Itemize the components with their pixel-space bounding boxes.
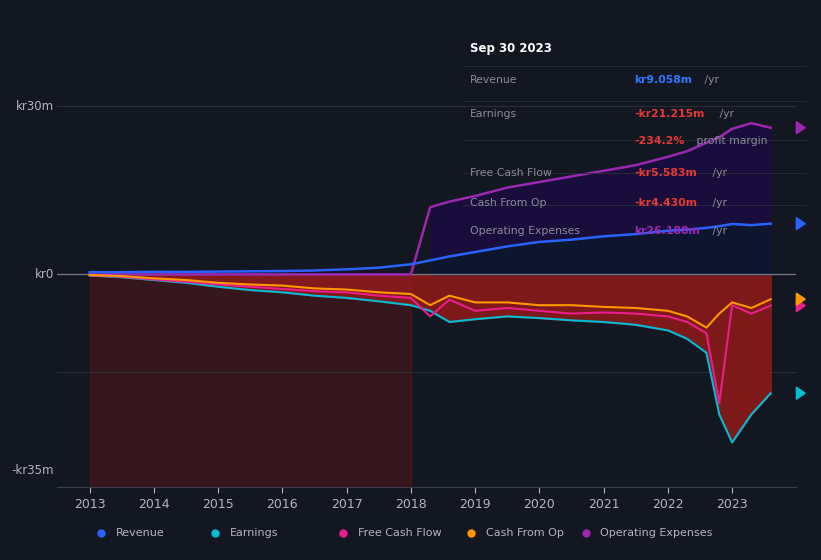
Text: kr26.188m: kr26.188m xyxy=(635,226,700,236)
Text: /yr: /yr xyxy=(709,226,727,236)
Text: Free Cash Flow: Free Cash Flow xyxy=(470,169,552,179)
Text: /yr: /yr xyxy=(709,169,727,179)
Text: Operating Expenses: Operating Expenses xyxy=(600,529,713,538)
Text: Operating Expenses: Operating Expenses xyxy=(470,226,580,236)
Text: Cash From Op: Cash From Op xyxy=(470,198,547,208)
Polygon shape xyxy=(796,218,805,230)
Text: kr30m: kr30m xyxy=(16,100,54,113)
Text: -kr5.583m: -kr5.583m xyxy=(635,169,697,179)
Text: /yr: /yr xyxy=(700,75,718,85)
Text: Sep 30 2023: Sep 30 2023 xyxy=(470,42,552,55)
Polygon shape xyxy=(796,300,805,312)
Text: kr9.058m: kr9.058m xyxy=(635,75,692,85)
Text: Revenue: Revenue xyxy=(116,529,164,538)
Text: kr0: kr0 xyxy=(34,268,54,281)
Polygon shape xyxy=(796,122,805,134)
Text: Earnings: Earnings xyxy=(230,529,278,538)
Text: Free Cash Flow: Free Cash Flow xyxy=(358,529,442,538)
Text: profit margin: profit margin xyxy=(693,137,768,147)
Text: -kr4.430m: -kr4.430m xyxy=(635,198,697,208)
Text: -234.2%: -234.2% xyxy=(635,137,685,147)
Text: Revenue: Revenue xyxy=(470,75,517,85)
Text: -kr21.215m: -kr21.215m xyxy=(635,109,704,119)
Text: /yr: /yr xyxy=(709,198,727,208)
Text: Earnings: Earnings xyxy=(470,109,517,119)
Text: -kr35m: -kr35m xyxy=(11,464,54,477)
Polygon shape xyxy=(796,387,805,399)
Text: Cash From Op: Cash From Op xyxy=(486,529,564,538)
Text: /yr: /yr xyxy=(717,109,734,119)
Polygon shape xyxy=(796,293,805,305)
